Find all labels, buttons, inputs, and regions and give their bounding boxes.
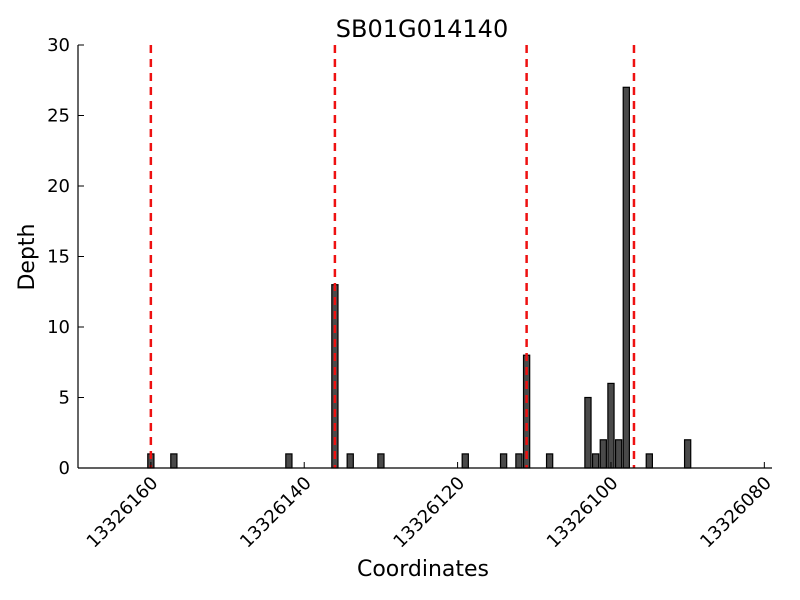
x-tick-label-0: 13326160 [83,473,163,553]
bars-group [147,86,692,469]
bar-11 [584,396,592,469]
bar-15 [614,439,623,469]
reference-lines-group [149,45,636,468]
y-tick-label-5: 25 [47,106,70,127]
bar-2 [285,453,293,469]
y-tick-label-2: 10 [47,317,70,338]
bar-4 [346,453,354,469]
x-tick-label-3: 13326100 [543,473,623,553]
bar-12 [591,453,600,469]
y-ticks: 0 5 10 15 20 25 30 [47,35,84,479]
y-tick-label-4: 20 [47,176,70,197]
bar-8 [515,453,523,469]
y-tick-label-6: 30 [47,35,70,56]
plot-area [147,45,692,469]
bar-13 [599,439,607,469]
bar-16 [622,86,630,469]
x-tick-label-4: 13326080 [696,473,776,553]
x-axis-label: Coordinates [357,557,489,582]
y-tick-label-3: 15 [47,247,70,268]
bar-6 [461,453,469,469]
x-ticks: 13326160 13326140 13326120 13326100 13326080 [83,462,776,552]
y-axis-label: Depth [15,223,40,290]
bar-10 [545,453,554,469]
x-tick-label-2: 13326120 [389,473,469,553]
bar-17 [645,453,653,469]
bar-1 [170,453,178,469]
bar-7 [499,453,508,469]
bar-18 [683,439,692,469]
chart-title: SB01G014140 [336,15,508,43]
y-tick-label-1: 5 [59,388,70,409]
bar-5 [377,453,385,469]
x-tick-label-1: 13326140 [236,473,316,553]
bar-14 [607,382,615,469]
y-tick-label-0: 0 [59,458,70,479]
